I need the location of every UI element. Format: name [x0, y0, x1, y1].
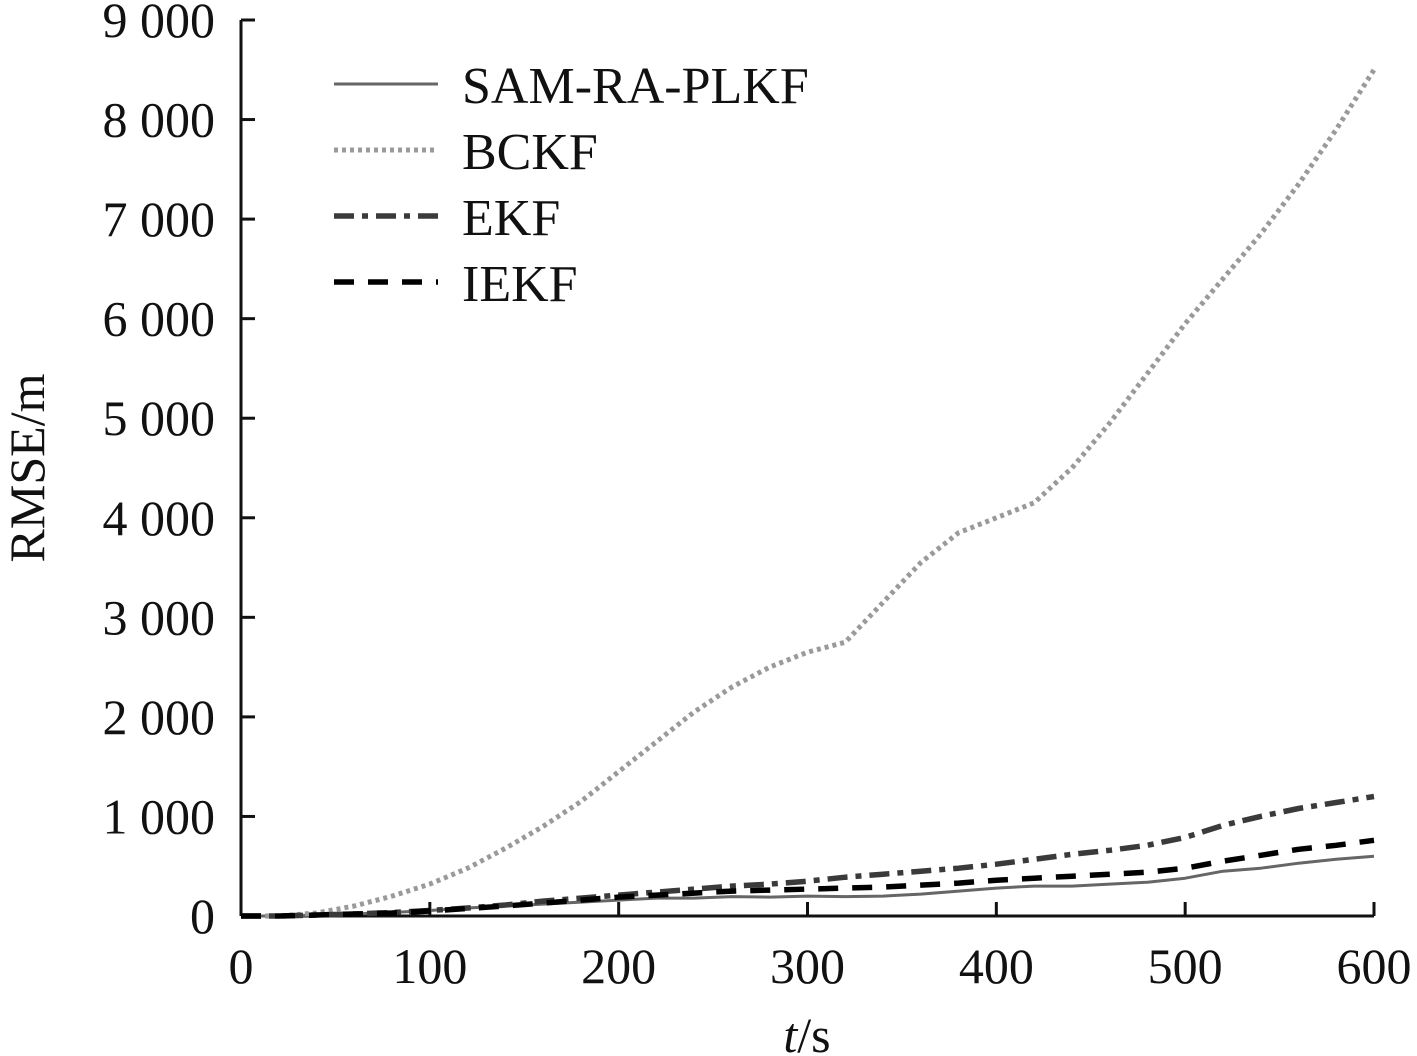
x-axis-title-variable: t — [783, 1007, 798, 1056]
series-lines — [241, 68, 1377, 919]
legend-label-bckf: BCKF — [462, 124, 598, 181]
y-tick-label: 5 000 — [103, 390, 216, 446]
series-line-bckf — [241, 68, 1377, 919]
y-tick-label: 0 — [190, 888, 215, 944]
series-line-ekf — [241, 793, 1375, 919]
y-tick-label: 1 000 — [103, 788, 216, 844]
y-tick-label: 9 000 — [103, 0, 216, 48]
x-axis-title-unit: /s — [797, 1007, 830, 1056]
legend: SAM-RA-PLKF BCKF EKF IEKF — [334, 58, 809, 313]
axes — [239, 20, 1374, 918]
legend-label-iekf: IEKF — [462, 256, 578, 313]
x-tick-label: 100 — [392, 938, 467, 994]
x-tick-label: 400 — [959, 938, 1034, 994]
legend-label-sam-ra-plkf: SAM-RA-PLKF — [462, 58, 809, 115]
y-tick-label: 8 000 — [103, 92, 216, 148]
y-tick-label: 3 000 — [103, 589, 216, 645]
x-tick-label: 500 — [1148, 938, 1223, 994]
ticks: 0 1 000 2 000 3 000 4 000 5 000 6 000 7 000 8 00… — [103, 0, 1412, 994]
x-tick-label: 200 — [581, 938, 656, 994]
x-axis-title: t/s — [783, 1007, 830, 1056]
y-axis-title: RMSE/m — [0, 373, 55, 562]
y-tick-label: 6 000 — [103, 291, 216, 347]
x-tick-label: 0 — [229, 938, 254, 994]
y-tick-label: 2 000 — [103, 689, 216, 745]
series-line-iekf — [241, 837, 1375, 919]
legend-label-ekf: EKF — [462, 190, 560, 247]
x-tick-label: 300 — [770, 938, 845, 994]
y-tick-label: 4 000 — [103, 490, 216, 546]
y-tick-label: 7 000 — [103, 191, 216, 247]
x-tick-label: 600 — [1337, 938, 1412, 994]
